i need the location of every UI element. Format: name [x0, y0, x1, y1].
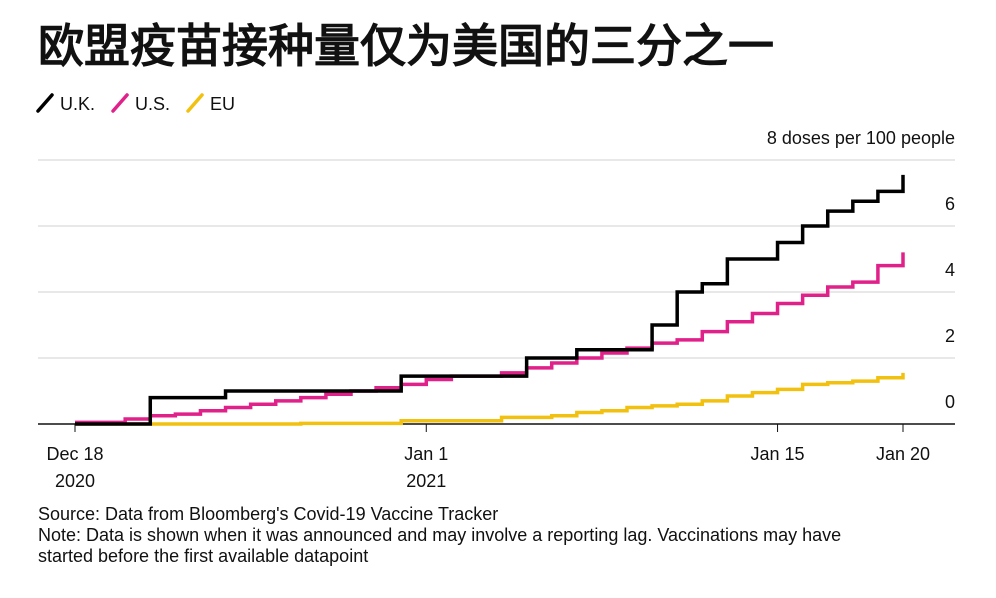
x-tick-label: Jan 1: [404, 444, 448, 464]
legend-text: EU: [210, 94, 235, 114]
y-tick-label: 8 doses per 100 people: [767, 128, 955, 148]
chart-title: 欧盟疫苗接种量仅为美国的三分之一: [38, 19, 774, 73]
x-tick-label: 2021: [406, 471, 446, 491]
legend-swatch: [36, 93, 54, 113]
x-tick-label: Jan 15: [751, 444, 805, 464]
x-tick-label: Dec 18: [46, 444, 103, 464]
x-tick-label: Jan 20: [876, 444, 930, 464]
legend-swatch: [186, 93, 204, 113]
series-line: [75, 252, 905, 425]
note: started before the first available datap…: [38, 546, 368, 566]
legend-swatch: [111, 93, 129, 113]
note: Note: Data is shown when it was announce…: [38, 525, 841, 545]
y-tick-label: 4: [945, 260, 955, 280]
series-line: [75, 372, 905, 426]
legend-text: U.S.: [135, 94, 170, 114]
series-line: [75, 174, 905, 426]
note: Source: Data from Bloomberg's Covid-19 V…: [38, 504, 498, 524]
y-tick-label: 2: [945, 326, 955, 346]
y-tick-label: 6: [945, 194, 955, 214]
legend-text: U.K.: [60, 94, 95, 114]
x-tick-label: 2020: [55, 471, 95, 491]
y-tick-label: 0: [945, 392, 955, 412]
